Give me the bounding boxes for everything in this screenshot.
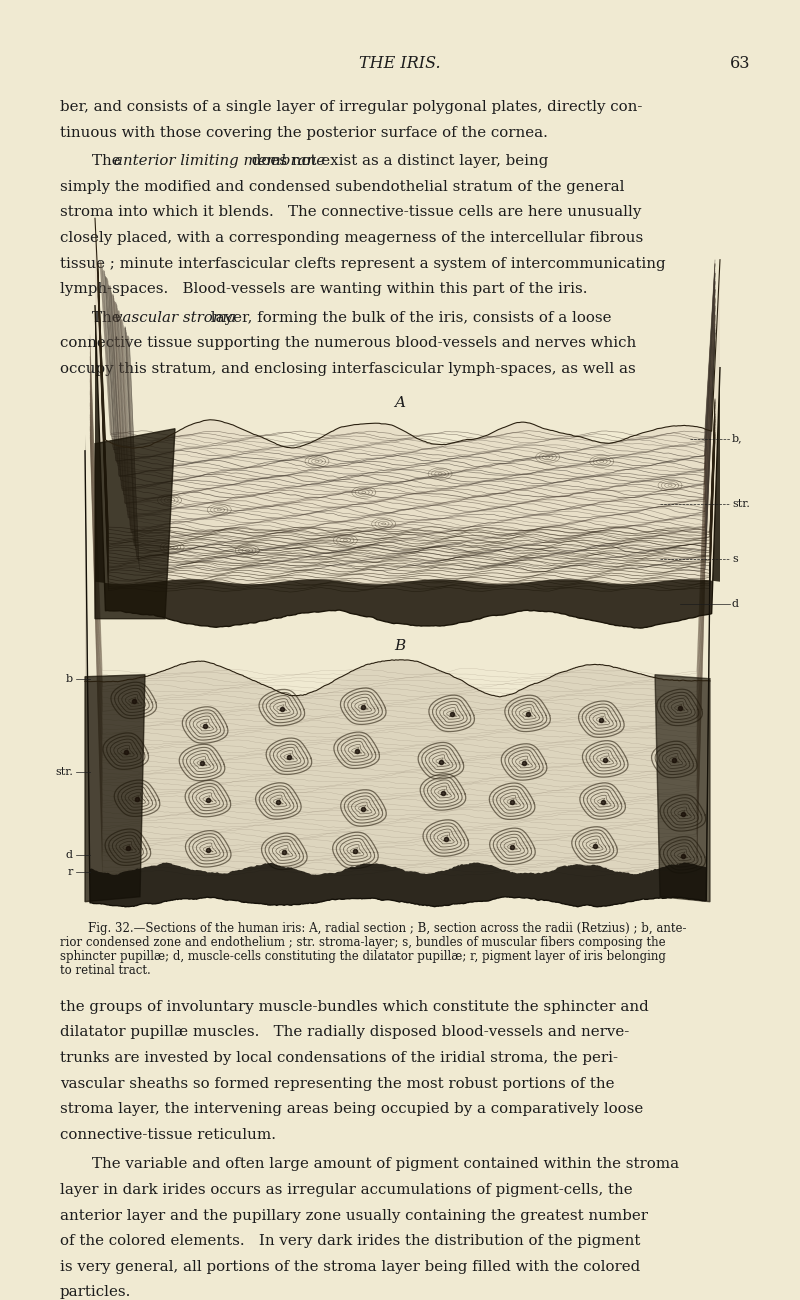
Polygon shape: [85, 675, 145, 902]
Text: The: The: [92, 155, 126, 168]
Text: dilatator pupillæ muscles.   The radially disposed blood-vessels and nerve-: dilatator pupillæ muscles. The radially …: [60, 1026, 630, 1039]
Text: sphincter pupillæ; d, muscle-cells constituting the dilatator pupillæ; r, pigmen: sphincter pupillæ; d, muscle-cells const…: [60, 950, 666, 963]
Text: ber, and consists of a single layer of irregular polygonal plates, directly con-: ber, and consists of a single layer of i…: [60, 100, 642, 114]
Text: connective tissue supporting the numerous blood-vessels and nerves which: connective tissue supporting the numerou…: [60, 337, 636, 351]
Text: vascular stroma: vascular stroma: [114, 311, 236, 325]
Text: rior condensed zone and endothelium ; str. stroma-layer; s, bundles of muscular : rior condensed zone and endothelium ; st…: [60, 936, 666, 949]
Text: particles.: particles.: [60, 1286, 131, 1300]
FancyBboxPatch shape: [85, 656, 710, 906]
Text: tinuous with those covering the posterior surface of the cornea.: tinuous with those covering the posterio…: [60, 126, 548, 139]
Text: closely placed, with a corresponding meagerness of the intercellular fibrous: closely placed, with a corresponding mea…: [60, 231, 643, 244]
Text: str.: str.: [55, 767, 73, 776]
Text: occupy this stratum, and enclosing interfascicular lymph-spaces, as well as: occupy this stratum, and enclosing inter…: [60, 363, 636, 376]
Text: Fig. 32.—Sections of the human iris: A, radial section ; B, section across the r: Fig. 32.—Sections of the human iris: A, …: [88, 922, 686, 935]
Polygon shape: [95, 429, 175, 619]
Text: d: d: [732, 599, 739, 608]
Text: d: d: [66, 850, 73, 859]
Text: THE IRIS.: THE IRIS.: [359, 55, 441, 72]
Text: connective-tissue reticulum.: connective-tissue reticulum.: [60, 1128, 276, 1141]
Text: of the colored elements.   In very dark irides the distribution of the pigment: of the colored elements. In very dark ir…: [60, 1234, 640, 1248]
Polygon shape: [95, 306, 720, 628]
Polygon shape: [85, 451, 710, 907]
Text: tissue ; minute interfascicular clefts represent a system of intercommunicating: tissue ; minute interfascicular clefts r…: [60, 256, 666, 270]
Text: stroma layer, the intervening areas being occupied by a comparatively loose: stroma layer, the intervening areas bein…: [60, 1102, 643, 1117]
Text: b,: b,: [732, 434, 742, 443]
Text: A: A: [394, 395, 406, 410]
Text: b: b: [66, 673, 73, 684]
Text: lymph-spaces.   Blood-vessels are wanting within this part of the iris.: lymph-spaces. Blood-vessels are wanting …: [60, 282, 587, 296]
Text: trunks are invested by local condensations of the iridial stroma, the peri-: trunks are invested by local condensatio…: [60, 1050, 618, 1065]
Polygon shape: [655, 675, 710, 902]
Text: The variable and often large amount of pigment contained within the stroma: The variable and often large amount of p…: [92, 1157, 679, 1171]
Text: 63: 63: [730, 55, 750, 72]
Text: anterior layer and the pupillary zone usually containing the greatest number: anterior layer and the pupillary zone us…: [60, 1209, 648, 1222]
Text: to retinal tract.: to retinal tract.: [60, 963, 150, 976]
Text: The: The: [92, 311, 126, 325]
Text: vascular sheaths so formed representing the most robust portions of the: vascular sheaths so formed representing …: [60, 1076, 614, 1091]
Polygon shape: [85, 434, 710, 907]
Text: B: B: [394, 638, 406, 653]
Text: stroma into which it blends.   The connective-tissue cells are here unusually: stroma into which it blends. The connect…: [60, 205, 642, 220]
Text: str.: str.: [732, 499, 750, 508]
Text: does not exist as a distinct layer, being: does not exist as a distinct layer, bein…: [247, 155, 548, 168]
Text: anterior limiting membrane: anterior limiting membrane: [114, 155, 325, 168]
Polygon shape: [95, 218, 720, 628]
Text: layer, forming the bulk of the iris, consists of a loose: layer, forming the bulk of the iris, con…: [206, 311, 611, 325]
Text: the groups of involuntary muscle-bundles which constitute the sphincter and: the groups of involuntary muscle-bundles…: [60, 1000, 649, 1014]
Text: is very general, all portions of the stroma layer being filled with the colored: is very general, all portions of the str…: [60, 1260, 640, 1274]
Text: simply the modified and condensed subendothelial stratum of the general: simply the modified and condensed subend…: [60, 179, 625, 194]
Text: r: r: [68, 867, 73, 876]
Text: layer in dark irides occurs as irregular accumulations of pigment-cells, the: layer in dark irides occurs as irregular…: [60, 1183, 633, 1197]
Text: s: s: [732, 554, 738, 564]
